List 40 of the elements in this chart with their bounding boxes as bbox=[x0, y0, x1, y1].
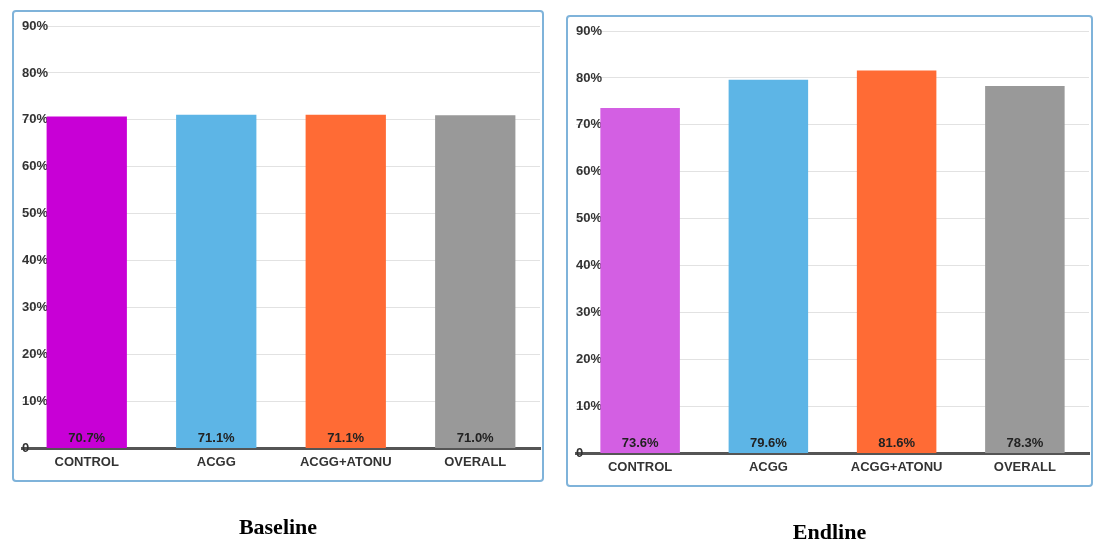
y-tick-label: 10% bbox=[22, 393, 49, 409]
data-label: 79.6% bbox=[749, 435, 788, 451]
x-tick-label: ACGG+ATONU bbox=[299, 453, 392, 469]
y-tick-label: 60% bbox=[576, 163, 603, 179]
y-tick-label: 10% bbox=[576, 398, 603, 414]
y-tick-label: 80% bbox=[576, 69, 603, 85]
y-tick-label: 60% bbox=[22, 158, 49, 174]
data-label: 78.3% bbox=[1006, 435, 1044, 451]
data-label: 71.1% bbox=[327, 430, 365, 446]
y-tick-label: 20% bbox=[22, 346, 49, 362]
y-tick-label: 80% bbox=[22, 64, 49, 80]
data-label: 71.0% bbox=[456, 430, 495, 446]
x-tick-label: OVERALL bbox=[993, 458, 1056, 474]
x-tick-label: OVERALL bbox=[444, 453, 507, 469]
y-tick-label: 40% bbox=[576, 257, 603, 273]
y-tick-label: 90% bbox=[576, 22, 603, 38]
y-tick-label: 30% bbox=[22, 299, 49, 315]
text: Baseline bbox=[237, 514, 319, 540]
bar bbox=[600, 107, 680, 453]
y-tick-label: 70% bbox=[22, 111, 49, 127]
x-tick-label: ACGG+ATONU bbox=[850, 458, 943, 474]
data-label: 81.6% bbox=[878, 435, 916, 451]
text: Endline bbox=[791, 519, 868, 542]
x-tick-label: CONTROL bbox=[54, 453, 119, 469]
x-tick-label: ACGG bbox=[196, 453, 236, 469]
y-tick-label: 50% bbox=[22, 205, 49, 221]
bar bbox=[856, 70, 937, 453]
bar bbox=[985, 85, 1065, 453]
x-tick-label: ACGG bbox=[748, 458, 788, 474]
x-tick-label: CONTROL bbox=[607, 458, 673, 474]
y-tick-label: 90% bbox=[22, 17, 49, 33]
y-tick-label: 70% bbox=[576, 116, 603, 132]
data-label: 73.6% bbox=[621, 435, 659, 451]
bar bbox=[728, 79, 809, 453]
y-tick-label: 30% bbox=[576, 304, 603, 320]
y-tick-label: 50% bbox=[576, 210, 603, 226]
y-tick-label: 40% bbox=[22, 252, 49, 268]
y-tick-label: 20% bbox=[576, 351, 603, 367]
data-label: 70.7% bbox=[68, 430, 106, 446]
data-label: 71.1% bbox=[197, 430, 236, 446]
